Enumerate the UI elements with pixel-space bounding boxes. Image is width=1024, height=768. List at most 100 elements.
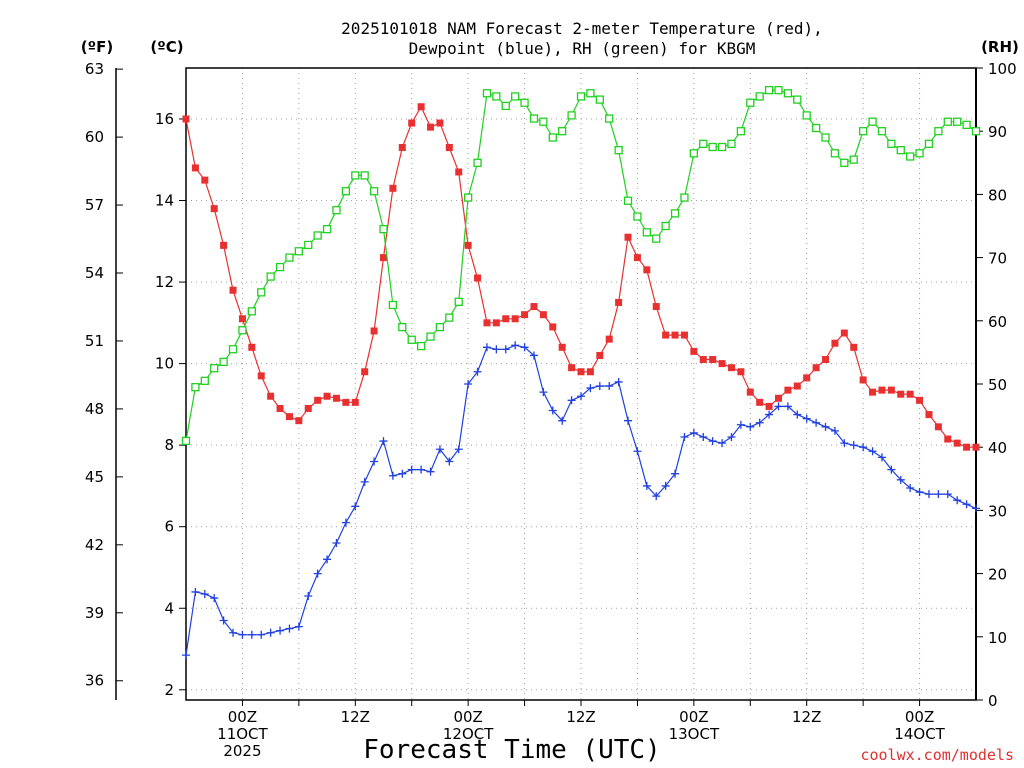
dewpoint-point [577,392,585,401]
x-axis-label: Forecast Time (UTC) [363,735,660,765]
rh-point [586,89,595,98]
rh-point [228,345,238,354]
rh-point [529,114,539,123]
celsius-tick-label: 6 [164,518,174,536]
rh-point [435,322,445,332]
dewpoint-point [247,630,256,639]
chart-title-line-2: Dewpoint (blue), RH (green) for KBGM [409,39,756,58]
rh-point [294,247,304,256]
rh-point [576,92,586,101]
fahrenheit-tick-label: 39 [85,604,104,622]
rh-point [351,171,360,180]
2-meter-temperature-point [304,404,312,412]
data-series [181,85,981,660]
rh-point [793,95,802,104]
rh-point [238,326,247,335]
fahrenheit-tick-label: 63 [85,60,104,78]
2-meter-temperature-point [549,323,557,331]
2-meter-temperature-point [267,392,275,400]
rh-point [388,300,398,310]
rh-point [360,171,369,180]
2-meter-temperature-point [295,417,303,425]
rh-point [736,127,746,136]
2-meter-temperature-point [436,119,444,127]
dewpoint-point [877,453,886,462]
dewpoint-point [501,345,510,354]
dewpoint-point [689,428,698,437]
rh-point [247,307,256,316]
rh-tick-label: 40 [988,439,1007,457]
dewpoint-point [774,402,783,411]
2-meter-temperature-point [427,123,435,131]
rh-point [181,436,191,446]
rh-point [332,206,341,215]
dewpoint-point [548,406,557,415]
2-meter-temperature-point [455,168,463,176]
rh-point [821,133,830,142]
2-meter-temperature-point [210,205,218,213]
dewpoint-point [962,500,971,509]
x-tick-label: 00Z [453,708,482,726]
rh-point [783,89,793,98]
celsius-tick-label: 14 [155,192,174,210]
rh-point [539,117,548,126]
dewpoint-point [511,341,520,350]
2-meter-temperature-point [502,315,510,323]
2-meter-temperature-point [850,343,858,351]
2-meter-temperature-point [878,386,886,394]
dewpoint-point [257,630,266,639]
rh-point [520,98,529,107]
2-meter-temperature-point [474,274,482,282]
rh-point [661,221,670,231]
rh-point [764,85,774,95]
rh-tick-label: 0 [988,692,998,710]
2-meter-temperature-point [746,388,754,396]
chart-title-line-1: 2025101018 NAM Forecast 2-meter Temperat… [341,19,823,38]
dewpoint-point [624,416,633,425]
fahrenheit-unit-label: (ºF) [81,38,113,56]
rh-tick-label: 100 [988,60,1017,78]
x-tick-label: 14OCT [894,725,945,743]
2-meter-temperature-point [633,254,641,262]
dewpoint-point [642,481,651,490]
dewpoint-point [821,422,830,431]
dewpoint-point [906,483,915,492]
grid-lines [186,68,976,700]
x-tick-label: 00Z [228,708,257,726]
dewpoint-point [699,433,708,442]
dewpoint-point [426,467,435,476]
dewpoint-point [276,626,285,635]
rh-point [670,209,680,218]
2-meter-temperature-point [831,339,839,347]
dewpoint-point [718,439,727,448]
dewpoint-point [802,414,811,423]
2-meter-temperature-point [906,390,914,398]
dewpoint-point [304,592,313,601]
2-meter-temperature-point [257,372,265,380]
2-meter-temperature-point [568,364,576,372]
rh-point [558,127,567,136]
2-meter-temperature-point [238,315,246,323]
rh-tick-label: 30 [988,502,1007,520]
2-meter-temperature-point [624,233,632,241]
rh-tick-label: 90 [988,123,1007,141]
celsius-tick-label: 10 [155,355,174,373]
fahrenheit-tick-label: 60 [85,128,104,146]
x-tick-label: 12Z [792,708,821,726]
rh-point [689,149,699,158]
rh-point [717,142,727,152]
dewpoint-point [924,490,933,499]
rh-point [454,297,463,306]
dewpoint-point [464,380,473,388]
rh-point [971,127,981,136]
dewpoint-point [868,447,877,456]
2-meter-temperature-point [389,184,397,192]
2-meter-temperature-point [586,368,594,376]
celsius-tick-label: 8 [164,436,174,454]
2-meter-temperature-point [859,376,867,384]
rh-point [605,114,614,123]
dewpoint-point [417,465,426,474]
2-meter-temperature-point [577,368,585,376]
2-meter-temperature-point [398,144,406,152]
